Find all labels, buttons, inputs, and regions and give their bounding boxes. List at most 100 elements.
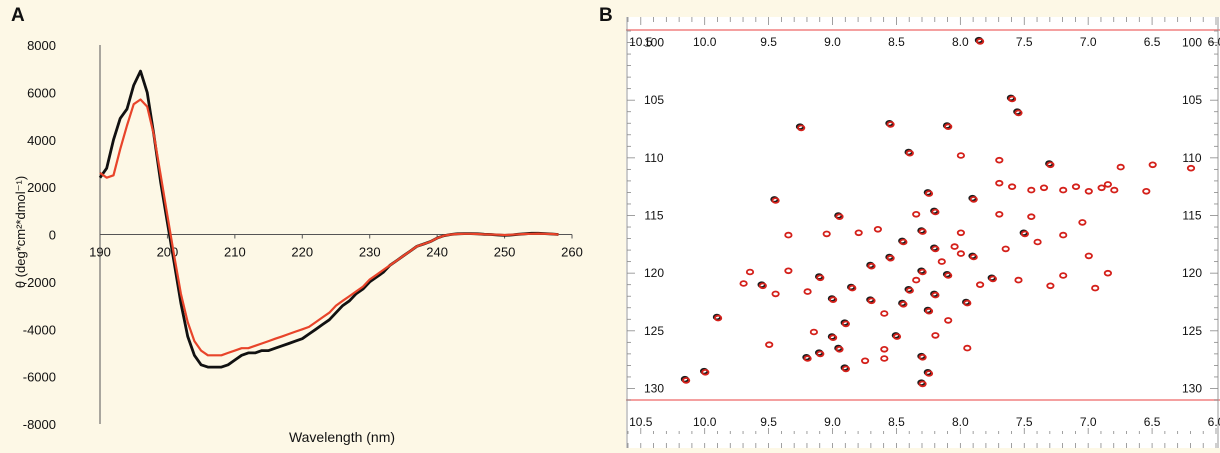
top-x-tick-label: 6.5 xyxy=(1144,35,1161,49)
left-y-tick-label: 110 xyxy=(644,151,663,165)
red-peak xyxy=(1186,164,1196,172)
right-y-tick-label: 105 xyxy=(1182,93,1202,107)
red-peak xyxy=(918,228,927,235)
red-peak xyxy=(912,211,921,218)
red-peak xyxy=(899,238,908,246)
red-peak xyxy=(1020,230,1029,238)
red-peak xyxy=(956,250,965,257)
red-peak xyxy=(829,334,838,342)
red-peak xyxy=(803,355,812,362)
red-peak xyxy=(1027,186,1036,194)
y-axis-label: θ (deg*cm²*dmol⁻¹) xyxy=(13,176,28,288)
bottom-x-tick-label: 8.5 xyxy=(888,415,905,429)
red-peak xyxy=(988,275,997,283)
red-peak xyxy=(1097,184,1106,192)
red-peak xyxy=(739,280,748,287)
red-peak xyxy=(995,179,1004,187)
red-peak xyxy=(880,310,889,317)
red-peak xyxy=(1001,245,1010,253)
hsqc-spectrum-chart: 10.5 10.5 10.0 10.0 9.5 9.5 9.0 9.0 8.5 8.5 8.0 8.0… xyxy=(626,17,1220,448)
red-peak xyxy=(931,332,940,339)
top-x-tick-label: 7.0 xyxy=(1080,35,1097,49)
y-tick-label: 4000 xyxy=(27,133,56,148)
red-peak xyxy=(924,307,934,315)
red-peak xyxy=(1007,95,1017,103)
red-peak xyxy=(950,243,959,250)
right-y-tick-label: 125 xyxy=(1182,324,1202,338)
red-peak xyxy=(1014,109,1023,117)
red-peak xyxy=(1071,183,1081,191)
x-tick-label: 220 xyxy=(291,245,313,260)
red-peak xyxy=(758,282,767,290)
red-peak xyxy=(1103,181,1112,188)
panel-label-a: A xyxy=(11,5,25,26)
bottom-x-tick-label: 6.5 xyxy=(1144,415,1161,429)
y-tick-label: -2000 xyxy=(23,275,56,290)
right-y-tick-label: 120 xyxy=(1182,266,1202,280)
red-peak xyxy=(1142,188,1151,195)
bottom-x-tick-label: 10.5 xyxy=(629,415,653,429)
cd-axes: 8000 6000 4000 2000 0 -2000 -4000 -6000 -8000 190… xyxy=(23,38,583,432)
red-peak xyxy=(924,370,934,377)
y-tick-label: 0 xyxy=(49,228,56,243)
red-peak xyxy=(803,288,812,295)
left-y-tick-label: 125 xyxy=(644,324,664,338)
red-peak xyxy=(892,333,902,340)
red-peak xyxy=(867,262,876,270)
red-peak xyxy=(701,368,710,376)
red-peak xyxy=(1116,163,1125,171)
red-peak xyxy=(880,355,889,362)
hsqc-spectrum-panel: 10.5 10.5 10.0 10.0 9.5 9.5 9.0 9.0 8.5 8.5 8.0 8.0… xyxy=(626,17,1220,448)
red-peak xyxy=(771,197,780,204)
x-tick-label: 260 xyxy=(561,245,583,260)
red-peak xyxy=(873,226,882,233)
hsqc-peaks-group xyxy=(680,36,1196,388)
red-peak xyxy=(1091,284,1100,292)
left-y-tick-label: 120 xyxy=(644,266,664,280)
x-axis-label: Wavelength (nm) xyxy=(289,429,395,445)
red-peak xyxy=(1103,269,1112,277)
x-tick-label: 240 xyxy=(426,245,448,260)
red-peak xyxy=(1078,219,1087,226)
red-peak xyxy=(797,124,806,132)
red-peak xyxy=(931,208,940,216)
left-y-tick-label: 100 xyxy=(644,36,664,50)
red-peak xyxy=(835,345,844,353)
red-peak xyxy=(963,299,972,307)
panel-label-b: B xyxy=(599,5,613,26)
bottom-x-tick-label: 7.0 xyxy=(1080,415,1097,429)
right-y-tick-label: 115 xyxy=(1182,209,1201,223)
right-y-tick-label: 130 xyxy=(1182,381,1202,395)
red-peak xyxy=(816,274,825,282)
red-peak xyxy=(944,272,953,279)
red-peak xyxy=(1148,161,1157,169)
red-peak xyxy=(841,320,850,328)
red-peak xyxy=(1007,183,1017,191)
y-tick-label: -8000 xyxy=(23,417,56,432)
cd-spectrum-chart: 8000 6000 4000 2000 0 -2000 -4000 -6000 -8000 190… xyxy=(13,38,583,445)
red-peak xyxy=(886,121,895,128)
y-tick-label: -4000 xyxy=(23,322,56,337)
top-x-tick-label: 6.0 xyxy=(1208,35,1220,49)
red-peak xyxy=(931,245,940,253)
red-peak xyxy=(956,229,965,237)
red-peak xyxy=(937,258,946,265)
red-peak xyxy=(899,300,908,308)
bottom-x-tick-label: 9.5 xyxy=(760,415,777,429)
red-peak xyxy=(905,287,914,294)
red-peak xyxy=(1027,213,1036,221)
red-peak xyxy=(944,317,953,324)
red-peak xyxy=(1084,252,1093,260)
red-series-line xyxy=(99,98,559,357)
bottom-x-tick-label: 8.0 xyxy=(952,415,969,429)
red-peak xyxy=(905,149,914,157)
red-peak xyxy=(841,365,850,373)
red-peak xyxy=(918,353,927,361)
y-tick-label: 6000 xyxy=(27,85,56,100)
red-peak xyxy=(784,231,793,239)
red-peak xyxy=(1014,276,1023,284)
red-peak xyxy=(886,254,895,262)
red-peak xyxy=(995,211,1004,218)
red-peak xyxy=(1059,231,1068,239)
red-peak xyxy=(963,344,972,352)
